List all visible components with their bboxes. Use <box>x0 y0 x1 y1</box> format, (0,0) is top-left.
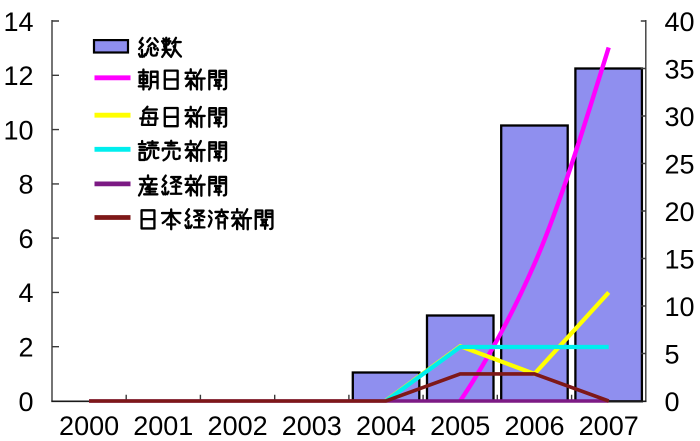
svg-text:2004: 2004 <box>356 411 416 441</box>
svg-text:0: 0 <box>665 387 680 417</box>
svg-text:5: 5 <box>665 339 680 369</box>
svg-text:10: 10 <box>3 115 33 145</box>
svg-text:0: 0 <box>18 387 33 417</box>
svg-text:20: 20 <box>665 197 695 227</box>
svg-text:40: 40 <box>665 7 695 37</box>
svg-text:4: 4 <box>18 278 33 308</box>
svg-text:15: 15 <box>665 244 695 274</box>
svg-text:35: 35 <box>665 54 695 84</box>
svg-text:2001: 2001 <box>133 411 193 441</box>
svg-text:2000: 2000 <box>59 411 119 441</box>
svg-text:2003: 2003 <box>282 411 342 441</box>
svg-text:2005: 2005 <box>430 411 490 441</box>
svg-text:2: 2 <box>18 333 33 363</box>
svg-text:6: 6 <box>18 224 33 254</box>
svg-text:25: 25 <box>665 149 695 179</box>
svg-text:2006: 2006 <box>504 411 564 441</box>
svg-text:12: 12 <box>3 61 33 91</box>
svg-text:30: 30 <box>665 102 695 132</box>
svg-text:14: 14 <box>3 7 33 37</box>
svg-text:10: 10 <box>665 292 695 322</box>
svg-text:2007: 2007 <box>579 411 639 441</box>
svg-text:2002: 2002 <box>208 411 268 441</box>
svg-text:8: 8 <box>18 170 33 200</box>
